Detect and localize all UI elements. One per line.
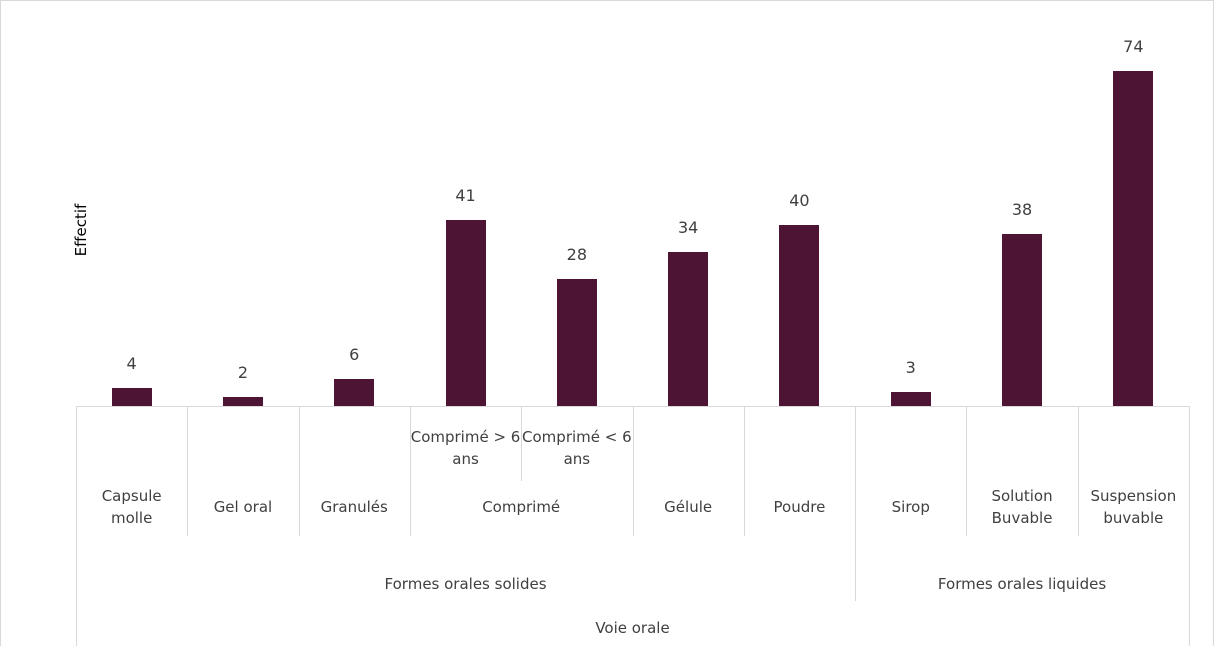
x-tick-label: Granulés xyxy=(320,498,388,516)
x-tick-label: Suspension buvable xyxy=(1090,487,1177,527)
separator xyxy=(521,406,523,481)
separator xyxy=(1077,406,1079,536)
data-label: 38 xyxy=(1011,199,1033,219)
data-label: 74 xyxy=(1123,37,1144,56)
data-label: 4 xyxy=(126,353,137,373)
separator xyxy=(409,406,411,536)
x-tick-label: Gélule xyxy=(664,498,713,516)
group-label: Formes orales liquides xyxy=(937,575,1107,593)
bar xyxy=(890,392,931,406)
group-label: Formes orales solides xyxy=(384,575,547,593)
data-label: 41 xyxy=(455,186,476,206)
x-tick-label: Capsule molle xyxy=(101,487,162,527)
x-tick-label: Gel oral xyxy=(213,498,273,516)
bar xyxy=(111,387,152,406)
separator xyxy=(966,406,968,536)
subgroup-label: Comprimé xyxy=(482,498,561,516)
x-tick-label: Solution Buvable xyxy=(991,487,1053,527)
outer-group-label: Voie orale xyxy=(595,619,670,637)
separator xyxy=(187,406,189,536)
data-label: 3 xyxy=(905,358,916,378)
separator xyxy=(632,406,634,536)
bar xyxy=(1002,233,1043,406)
bar xyxy=(445,220,486,406)
separator xyxy=(743,406,745,536)
data-label: 6 xyxy=(349,344,360,364)
bar xyxy=(779,224,820,406)
y-axis-label: Effectif xyxy=(72,203,90,257)
group-separator xyxy=(855,406,857,601)
x-tick-label: Poudre xyxy=(773,498,826,516)
separator xyxy=(298,406,300,536)
x-tick-label: Comprimé < 6 ans xyxy=(522,428,632,468)
data-label: 28 xyxy=(566,245,588,265)
x-tick-label: Comprimé > 6 ans xyxy=(410,428,521,468)
outer-separator xyxy=(76,406,77,646)
bar xyxy=(1113,71,1154,406)
data-label: 40 xyxy=(789,190,810,210)
bar xyxy=(556,279,597,406)
outer-separator xyxy=(1189,406,1190,646)
x-tick-label: Sirop xyxy=(891,498,930,516)
bar xyxy=(334,378,375,406)
data-label: 2 xyxy=(237,362,249,382)
data-label: 34 xyxy=(677,218,699,238)
bar xyxy=(668,252,709,406)
bar xyxy=(222,396,263,406)
